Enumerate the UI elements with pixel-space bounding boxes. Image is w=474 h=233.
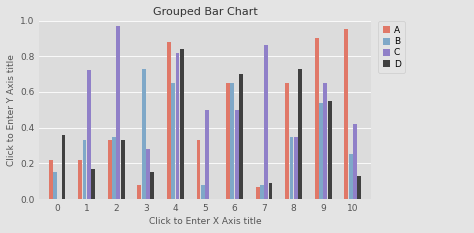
Bar: [121, 140, 125, 199]
Bar: [319, 103, 323, 199]
Bar: [167, 42, 171, 199]
Bar: [255, 187, 260, 199]
X-axis label: Click to Enter X Axis title: Click to Enter X Axis title: [149, 217, 261, 226]
Bar: [268, 183, 273, 199]
Bar: [298, 69, 302, 199]
Bar: [146, 149, 150, 199]
Bar: [87, 71, 91, 199]
Y-axis label: Click to Enter Y Axis title: Click to Enter Y Axis title: [7, 54, 16, 166]
Bar: [353, 124, 357, 199]
Bar: [142, 69, 146, 199]
Bar: [315, 38, 319, 199]
Bar: [357, 176, 361, 199]
Bar: [137, 185, 141, 199]
Bar: [226, 83, 230, 199]
Bar: [91, 169, 95, 199]
Bar: [82, 140, 86, 199]
Bar: [62, 135, 65, 199]
Bar: [285, 83, 289, 199]
Bar: [53, 172, 57, 199]
Bar: [201, 185, 205, 199]
Bar: [235, 110, 238, 199]
Legend: A, B, C, D: A, B, C, D: [378, 21, 405, 73]
Bar: [117, 26, 120, 199]
Bar: [328, 101, 332, 199]
Bar: [150, 172, 154, 199]
Bar: [230, 83, 234, 199]
Bar: [197, 140, 201, 199]
Bar: [205, 110, 209, 199]
Title: Grouped Bar Chart: Grouped Bar Chart: [153, 7, 257, 17]
Bar: [349, 154, 353, 199]
Bar: [323, 83, 328, 199]
Bar: [294, 137, 298, 199]
Bar: [175, 53, 180, 199]
Bar: [180, 49, 184, 199]
Bar: [112, 137, 116, 199]
Bar: [49, 160, 53, 199]
Bar: [78, 160, 82, 199]
Bar: [345, 29, 348, 199]
Bar: [108, 140, 112, 199]
Bar: [171, 83, 175, 199]
Bar: [260, 185, 264, 199]
Bar: [239, 74, 243, 199]
Bar: [290, 137, 293, 199]
Bar: [264, 45, 268, 199]
